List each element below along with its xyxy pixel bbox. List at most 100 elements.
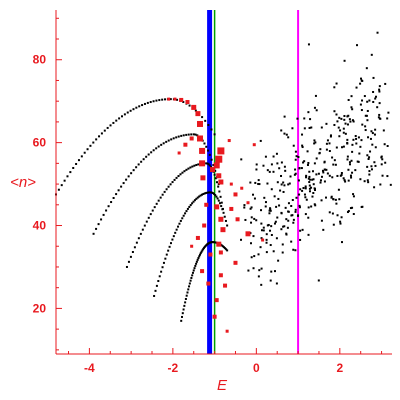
curve-point — [220, 205, 223, 208]
red-data-marker — [214, 204, 220, 210]
curve-point — [194, 264, 197, 267]
curve-point — [153, 206, 156, 209]
black-data-point — [369, 150, 372, 153]
black-data-point — [301, 133, 304, 136]
black-data-point — [378, 102, 381, 105]
curve-point — [109, 124, 112, 127]
red-data-marker — [189, 136, 194, 141]
curve-point — [140, 160, 143, 163]
curve-point — [106, 126, 109, 129]
black-data-point — [287, 210, 290, 213]
black-data-point — [359, 145, 362, 148]
black-data-point — [339, 129, 342, 132]
black-data-point — [346, 138, 349, 141]
black-points-layer — [240, 31, 392, 286]
red-data-marker — [190, 244, 194, 248]
red-data-marker — [218, 273, 223, 278]
black-data-point — [260, 209, 263, 212]
curve-point — [183, 170, 186, 173]
curve-point — [150, 151, 153, 154]
black-data-point — [322, 171, 325, 174]
black-data-point — [352, 138, 355, 141]
black-data-point — [320, 199, 323, 202]
curve-point — [169, 183, 172, 186]
curve-point — [187, 167, 190, 170]
black-data-point — [301, 228, 304, 231]
black-data-point — [351, 150, 354, 153]
black-data-point — [313, 139, 316, 142]
black-data-point — [335, 146, 338, 149]
black-data-point — [373, 133, 376, 136]
red-data-marker — [218, 179, 224, 185]
black-data-point — [374, 128, 377, 131]
black-data-point — [311, 170, 314, 173]
curve-point — [155, 147, 158, 150]
curve-point — [169, 242, 172, 245]
black-data-point — [335, 202, 338, 205]
black-data-point — [260, 237, 263, 240]
black-data-point — [266, 169, 269, 172]
black-data-point — [374, 146, 377, 149]
red-data-marker — [227, 139, 231, 143]
curve-point — [218, 190, 221, 193]
black-data-point — [381, 158, 384, 161]
curve-point — [165, 188, 168, 191]
black-data-point — [294, 172, 297, 175]
black-data-point — [370, 168, 373, 171]
black-data-point — [339, 222, 342, 225]
black-data-point — [308, 184, 311, 187]
red-data-marker — [204, 202, 209, 207]
black-data-point — [321, 169, 324, 172]
curve-point — [208, 153, 211, 156]
curve-point — [195, 260, 198, 263]
black-data-point — [307, 206, 310, 209]
black-data-point — [314, 204, 317, 207]
curve-point — [175, 228, 178, 231]
curve-point — [141, 104, 144, 107]
curve-point — [185, 210, 188, 213]
curve-point — [193, 199, 196, 202]
black-data-point — [376, 31, 379, 34]
black-data-point — [264, 201, 267, 204]
curve-point — [125, 178, 128, 181]
red-data-marker — [216, 173, 222, 179]
black-data-point — [307, 43, 310, 46]
black-data-point — [276, 216, 279, 219]
black-data-point — [363, 95, 366, 98]
black-data-point — [351, 143, 354, 146]
curve-point — [139, 232, 142, 235]
curve-point — [161, 98, 164, 101]
black-data-point — [338, 198, 341, 201]
black-data-point — [378, 85, 381, 88]
curve-point — [98, 135, 101, 138]
black-data-point — [331, 156, 334, 159]
black-data-point — [328, 150, 331, 153]
black-data-point — [266, 182, 269, 185]
black-data-point — [310, 205, 313, 208]
black-data-point — [275, 152, 278, 155]
black-data-point — [282, 190, 285, 193]
black-data-point — [240, 238, 243, 241]
black-data-point — [303, 193, 306, 196]
black-data-point — [299, 238, 302, 241]
curve-point — [172, 137, 175, 140]
black-data-point — [370, 130, 373, 133]
curve-point — [188, 285, 191, 288]
curve-point — [191, 274, 194, 277]
curve-point — [60, 184, 63, 187]
curve-point — [155, 99, 158, 102]
red-data-marker — [167, 97, 171, 101]
black-data-point — [367, 136, 370, 139]
curve-point — [190, 133, 193, 136]
y-tick-label: 60 — [33, 136, 47, 150]
black-data-point — [276, 181, 279, 184]
black-data-point — [304, 196, 307, 199]
black-data-point — [307, 216, 310, 219]
black-data-point — [265, 233, 268, 236]
black-data-point — [349, 174, 352, 177]
red-data-marker — [183, 142, 188, 147]
red-data-marker — [223, 283, 228, 288]
curve-point — [211, 241, 214, 244]
black-data-point — [378, 117, 381, 120]
